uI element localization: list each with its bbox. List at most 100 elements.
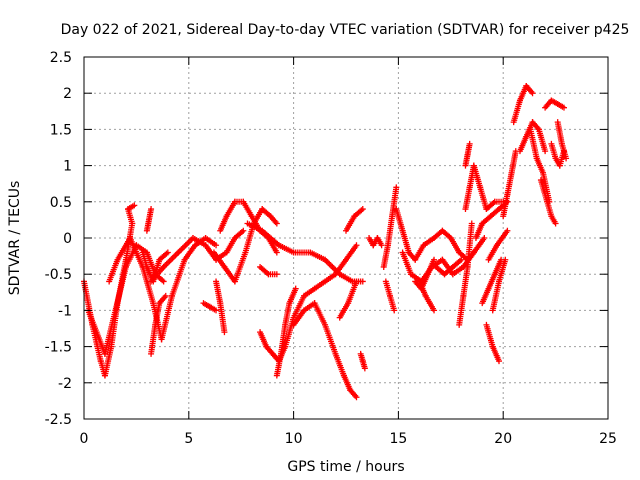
data-point	[378, 242, 385, 249]
x-axis-title: GPS time / hours	[287, 459, 404, 475]
y-axis-title: SDTVAR / TECUs	[7, 181, 23, 296]
y-tick-label: -2	[58, 376, 72, 392]
data-point	[502, 256, 509, 263]
data-point	[240, 227, 247, 234]
series-AC	[456, 220, 475, 328]
series-A	[81, 202, 138, 379]
series-AG	[479, 256, 505, 307]
y-tick-label: -0.5	[45, 267, 72, 283]
series-AP	[542, 97, 567, 111]
y-tick-label: -2.5	[45, 412, 72, 428]
data-point	[131, 202, 138, 209]
series-V	[380, 184, 400, 270]
x-tick-label: 10	[285, 431, 303, 447]
data-point	[273, 220, 280, 227]
grid-lines	[84, 57, 608, 419]
data-point	[542, 148, 549, 155]
series-AH	[483, 321, 503, 365]
x-tick-labels: 0 5 10 15 20 25	[80, 431, 617, 447]
data-point	[213, 307, 220, 314]
data-point	[529, 90, 536, 97]
series-O	[273, 285, 299, 379]
data-point	[468, 220, 475, 227]
data-point	[481, 235, 488, 241]
axis-ticks	[83, 56, 609, 420]
data-point	[504, 227, 511, 234]
chart-title: Day 022 of 2021, Sidereal Day-to-day VTE…	[61, 22, 630, 38]
data-point	[162, 292, 169, 299]
series-AL	[510, 82, 536, 126]
series-AN	[527, 126, 553, 205]
series-AO	[537, 177, 559, 227]
series-K	[210, 206, 280, 285]
data-point	[164, 249, 171, 256]
data-point	[353, 278, 360, 285]
series-AA	[416, 278, 438, 314]
data-point	[292, 285, 299, 292]
series-AJ	[489, 256, 509, 314]
series-Q	[290, 300, 360, 401]
y-tick-label: -1.5	[45, 340, 72, 356]
y-tick-label: 1.5	[50, 122, 72, 138]
data-point	[148, 206, 155, 213]
x-tick-label: 0	[80, 431, 89, 447]
series-H	[200, 300, 220, 314]
series-C	[106, 235, 220, 343]
data-point	[359, 206, 366, 213]
series-F	[143, 206, 155, 234]
y-tick-label: -1	[58, 303, 72, 319]
data-point	[359, 278, 366, 285]
data-point	[560, 104, 567, 111]
series-W	[382, 278, 398, 314]
series-L	[257, 263, 280, 278]
series-AI	[485, 227, 511, 263]
x-tick-label: 5	[184, 431, 193, 447]
series-J	[217, 198, 280, 256]
series-AE	[462, 140, 473, 169]
data-point	[221, 329, 228, 336]
data-point	[391, 307, 398, 314]
data-point	[213, 242, 220, 249]
data-point	[552, 220, 559, 227]
series-G	[148, 227, 247, 285]
y-tick-label: 0	[63, 231, 72, 247]
data-point	[353, 394, 360, 401]
series-AF	[472, 198, 511, 241]
data-point	[361, 365, 368, 372]
x-tick-label: 20	[494, 431, 512, 447]
data-point	[466, 140, 473, 147]
data-point	[563, 155, 570, 162]
x-tick-label: 15	[389, 431, 407, 447]
data-point	[273, 271, 280, 278]
series-U	[366, 235, 385, 249]
series-E	[148, 292, 169, 357]
y-tick-label: 1	[63, 159, 72, 175]
data-point	[496, 358, 503, 365]
series-AD	[462, 162, 507, 213]
x-tick-label: 25	[599, 431, 617, 447]
series-AR	[554, 119, 570, 162]
y-tick-labels: -2.5 -2 -1.5 -1 -0.5 0 0.5 1 1.5 2 2.5	[45, 50, 72, 428]
data-point	[458, 256, 465, 263]
data-markers	[81, 82, 570, 401]
data-point	[160, 278, 167, 285]
series-P	[282, 242, 360, 350]
y-tick-label: 2.5	[50, 50, 72, 66]
series-S	[343, 206, 366, 234]
series-AM	[516, 119, 549, 155]
series-Y	[399, 235, 488, 285]
series-AK	[500, 148, 519, 220]
series-I	[213, 278, 228, 336]
data-point	[431, 256, 438, 263]
data-point	[431, 307, 438, 314]
data-point	[393, 184, 400, 191]
series-R	[336, 278, 360, 321]
series-X	[393, 206, 477, 263]
y-tick-label: 2	[63, 86, 72, 102]
data-point	[353, 242, 360, 249]
series-T	[357, 350, 368, 372]
data-point	[273, 249, 280, 256]
y-tick-label: 0.5	[50, 195, 72, 211]
series-AB	[433, 256, 465, 278]
